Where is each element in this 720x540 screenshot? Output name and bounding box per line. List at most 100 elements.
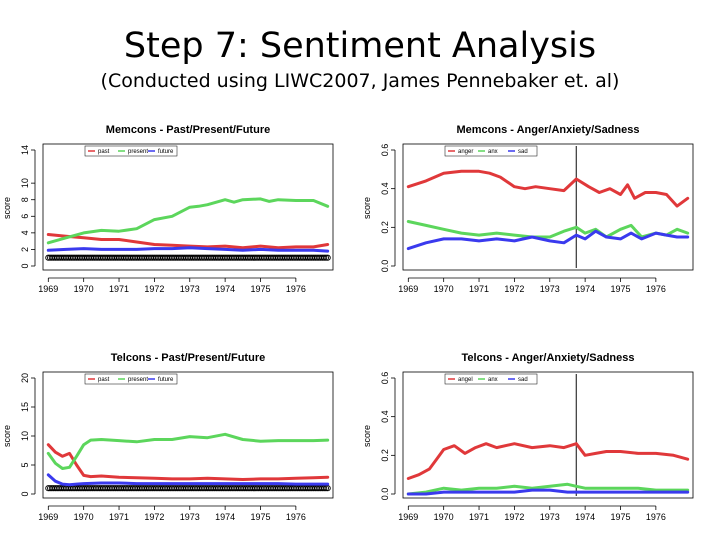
x-tick-label: 1971 (469, 284, 489, 294)
memcons-emotion-chart: Memcons - Anger/Anxiety/Sadness 0.0 0.2 0.4… (362, 124, 694, 294)
x-tick-label: 1972 (504, 284, 524, 294)
legend-label: present (128, 149, 148, 155)
chart-title: Telcons - Anger/Anxiety/Sadness (462, 352, 635, 364)
x-tick-label: 1976 (286, 512, 306, 522)
x-tick-label: 1976 (286, 284, 306, 294)
series-line-sad (406, 488, 690, 496)
series-line-future (46, 473, 330, 487)
y-tick-label: 0.0 (380, 260, 390, 273)
legend-label: past (98, 149, 110, 155)
x-tick-label: 1972 (144, 284, 164, 294)
series-line-anger (406, 169, 690, 208)
baseline-point (321, 254, 328, 261)
slide-subtitle: (Conducted using LIWC2007, James Penneba… (100, 70, 620, 92)
x-tick-label: 1976 (646, 284, 666, 294)
legend-label: future (158, 377, 174, 383)
y-tick-label: 14 (20, 145, 30, 155)
x-tick-label: 1974 (215, 512, 235, 522)
y-tick-label: 20 (20, 373, 30, 383)
y-tick-label: 10 (20, 431, 30, 441)
memcons-tense-chart: Memcons - Past/Present/Future 0 2 4 6 8 10 14 sc… (2, 124, 334, 294)
x-tick-label: 1973 (540, 284, 560, 294)
x-tick-label: 1974 (575, 512, 595, 522)
legend-box (84, 145, 178, 157)
baseline-point (322, 254, 329, 261)
x-tick-label: 1973 (540, 512, 560, 522)
x-tick-label: 1970 (434, 512, 454, 522)
x-tick-label: 1970 (434, 284, 454, 294)
x-tick-label: 1969 (398, 284, 418, 294)
x-tick-label: 1975 (250, 284, 270, 294)
x-tick-label: 1972 (504, 512, 524, 522)
plot-frame (402, 371, 694, 499)
series-line-angel (406, 442, 690, 480)
y-axis-label: score (2, 425, 12, 447)
series-line-past (46, 233, 330, 250)
x-tick-label: 1975 (250, 512, 270, 522)
x-tick-label: 1973 (180, 284, 200, 294)
x-tick-label: 1969 (38, 512, 58, 522)
y-tick-label: 6 (20, 214, 30, 219)
legend-label: anx (488, 149, 498, 155)
series-line-present (46, 197, 330, 245)
baseline-point (324, 254, 331, 261)
y-tick-label: 0.0 (380, 488, 390, 501)
y-tick-label: 0.6 (380, 372, 390, 385)
telcons-emotion-chart: Telcons - Anger/Anxiety/Sadness 0.0 0.2 0.4… (362, 352, 694, 522)
y-tick-label: 15 (20, 402, 30, 412)
y-tick-label: 0 (20, 491, 30, 496)
x-tick-label: 1975 (610, 512, 630, 522)
y-axis-label: score (2, 197, 12, 219)
y-tick-label: 8 (20, 197, 30, 202)
y-axis-label: score (362, 197, 372, 219)
y-tick-label: 0 (20, 263, 30, 268)
chart-title: Telcons - Past/Present/Future (111, 352, 265, 364)
x-tick-label: 1971 (469, 512, 489, 522)
chart-title: Memcons - Anger/Anxiety/Sadness (457, 124, 640, 136)
x-tick-label: 1970 (74, 284, 94, 294)
legend-label: anger (458, 149, 473, 155)
legend-label: angel (458, 377, 473, 383)
x-tick-label: 1969 (398, 512, 418, 522)
x-tick-label: 1973 (180, 512, 200, 522)
plot-frame (42, 143, 334, 271)
slide-title: Step 7: Sentiment Analysis (123, 26, 597, 66)
x-tick-label: 1971 (109, 512, 129, 522)
series-line-past (46, 443, 330, 481)
legend-box (444, 145, 538, 157)
y-tick-label: 10 (20, 178, 30, 188)
legend-label: present (128, 377, 148, 383)
legend-label: anx (488, 377, 498, 383)
series-line-sad (406, 229, 690, 251)
legend-label: future (158, 149, 174, 155)
x-tick-label: 1970 (74, 512, 94, 522)
y-tick-label: 5 (20, 462, 30, 467)
series-line-anx (406, 482, 690, 496)
series-line-anx (406, 220, 690, 239)
x-tick-label: 1971 (109, 284, 129, 294)
y-tick-label: 0.2 (380, 221, 390, 234)
plot-frame (402, 143, 694, 271)
x-tick-label: 1974 (575, 284, 595, 294)
y-tick-label: 0.4 (380, 182, 390, 195)
y-axis-label: score (362, 425, 372, 447)
x-tick-label: 1974 (215, 284, 235, 294)
x-tick-label: 1976 (646, 512, 666, 522)
plot-frame (42, 371, 334, 499)
x-tick-label: 1975 (610, 284, 630, 294)
legend-label: sad (518, 377, 528, 383)
y-tick-label: 4 (20, 230, 30, 235)
y-tick-label: 2 (20, 247, 30, 252)
telcons-tense-chart: Telcons - Past/Present/Future 0 5 10 15 20 sco… (2, 352, 334, 522)
series-line-present (46, 432, 330, 470)
y-tick-label: 0.6 (380, 144, 390, 157)
x-tick-label: 1972 (144, 512, 164, 522)
legend-box (444, 373, 538, 385)
chart-title: Memcons - Past/Present/Future (106, 124, 270, 136)
legend-label: past (98, 377, 110, 383)
y-tick-label: 0.2 (380, 449, 390, 462)
series-line-future (46, 246, 330, 253)
legend-label: sad (518, 149, 528, 155)
y-tick-label: 0.4 (380, 410, 390, 423)
x-tick-label: 1969 (38, 284, 58, 294)
